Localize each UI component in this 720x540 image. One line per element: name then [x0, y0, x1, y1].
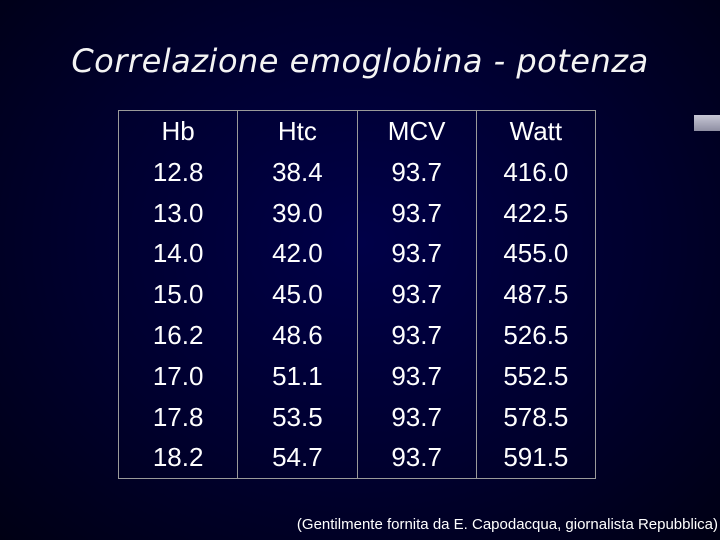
header-mcv: MCV — [356, 109, 477, 152]
table-row: 14.0 42.0 93.7 455.0 — [117, 233, 597, 275]
cell-watt: 487.5 — [475, 274, 597, 315]
data-table: Hb Htc MCV Watt 12.8 38.4 93.7 416.0 13.… — [117, 109, 597, 480]
cell-htc: 39.0 — [237, 192, 358, 234]
header-watt: Watt — [475, 109, 597, 152]
table-row: 16.2 48.6 93.7 526.5 — [117, 314, 597, 356]
cell-hb: 17.8 — [117, 396, 239, 438]
slide-edge-marker — [694, 115, 720, 131]
table-row: 15.0 45.0 93.7 487.5 — [117, 274, 597, 315]
cell-hb: 13.0 — [117, 192, 239, 234]
cell-watt: 526.5 — [475, 314, 597, 356]
cell-htc: 54.7 — [237, 437, 358, 480]
slide-title: Correlazione emoglobina - potenza — [71, 42, 649, 80]
cell-htc: 51.1 — [237, 355, 358, 397]
cell-hb: 17.0 — [117, 355, 239, 397]
table-row: 12.8 38.4 93.7 416.0 — [117, 151, 597, 193]
cell-mcv: 93.7 — [356, 355, 477, 397]
cell-htc: 48.6 — [237, 314, 358, 356]
cell-watt: 591.5 — [475, 437, 597, 480]
table-row: 17.8 53.5 93.7 578.5 — [117, 396, 597, 438]
cell-hb: 18.2 — [117, 437, 239, 480]
credit-note: (Gentilmente fornita da E. Capodacqua, g… — [296, 516, 718, 533]
cell-watt: 416.0 — [475, 151, 597, 193]
cell-htc: 45.0 — [237, 274, 358, 315]
table-row: 18.2 54.7 93.7 591.5 — [117, 437, 597, 480]
cell-htc: 38.4 — [237, 151, 358, 193]
cell-mcv: 93.7 — [356, 233, 477, 275]
cell-hb: 12.8 — [117, 151, 239, 193]
table-row: 17.0 51.1 93.7 552.5 — [117, 355, 597, 397]
cell-mcv: 93.7 — [356, 274, 477, 315]
cell-mcv: 93.7 — [356, 151, 477, 193]
cell-watt: 552.5 — [475, 355, 597, 397]
cell-watt: 578.5 — [475, 396, 597, 438]
cell-htc: 53.5 — [237, 396, 358, 438]
cell-hb: 14.0 — [117, 233, 239, 275]
cell-mcv: 93.7 — [356, 437, 477, 480]
header-htc: Htc — [237, 109, 358, 152]
cell-mcv: 93.7 — [356, 314, 477, 356]
cell-mcv: 93.7 — [356, 396, 477, 438]
cell-watt: 455.0 — [475, 233, 597, 275]
cell-hb: 16.2 — [117, 314, 239, 356]
cell-watt: 422.5 — [475, 192, 597, 234]
cell-hb: 15.0 — [117, 274, 239, 315]
cell-mcv: 93.7 — [356, 192, 477, 234]
header-hb: Hb — [117, 109, 239, 152]
cell-htc: 42.0 — [237, 233, 358, 275]
table-row: 13.0 39.0 93.7 422.5 — [117, 192, 597, 234]
table-header-row: Hb Htc MCV Watt — [117, 109, 597, 152]
